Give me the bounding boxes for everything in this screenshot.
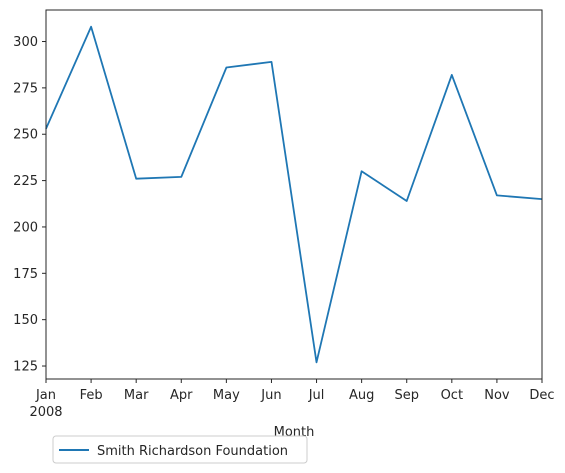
y-tick-label: 150 [13,313,38,328]
x-tick-label: Nov [484,388,510,403]
x-tick-label: Jun [260,388,281,403]
series-lines [45,25,543,364]
y-tick-label: 200 [13,220,38,235]
y-axis-ticks: 125 150 175 200 225 250 275 300 [13,35,46,375]
x-tick-label: Aug [349,388,374,403]
legend-frame [52,435,308,464]
y-tick-label: 225 [13,174,38,189]
x-tick-label: Sep [394,388,419,403]
x-tick-label: Dec [529,388,554,403]
legend-label: Smith Richardson Foundation [97,444,288,459]
x-tick-label: Mar [124,388,149,403]
x-tick-label: Feb [80,388,103,403]
x-tick-label: May [213,388,240,403]
x-tick-label: Apr [170,388,193,403]
y-tick-label: 175 [13,267,38,282]
y-tick-label: 125 [13,360,38,375]
x-tick-label: Oct [441,388,463,403]
y-tick-label: 275 [13,81,38,96]
y-tick-label: 300 [13,35,38,50]
x-axis-ticks: Jan Feb Mar Apr May Jun Jul Aug Sep Oct Nov Dec [35,379,555,403]
plot-frame [45,9,543,380]
x-tick-label: Jan [35,388,56,403]
y-tick-label: 250 [13,128,38,143]
x-axis-year-label: 2008 [29,405,62,420]
x-tick-label: Jul [308,388,325,403]
series-line [45,25,543,364]
legend: Smith Richardson Foundation [52,435,308,464]
